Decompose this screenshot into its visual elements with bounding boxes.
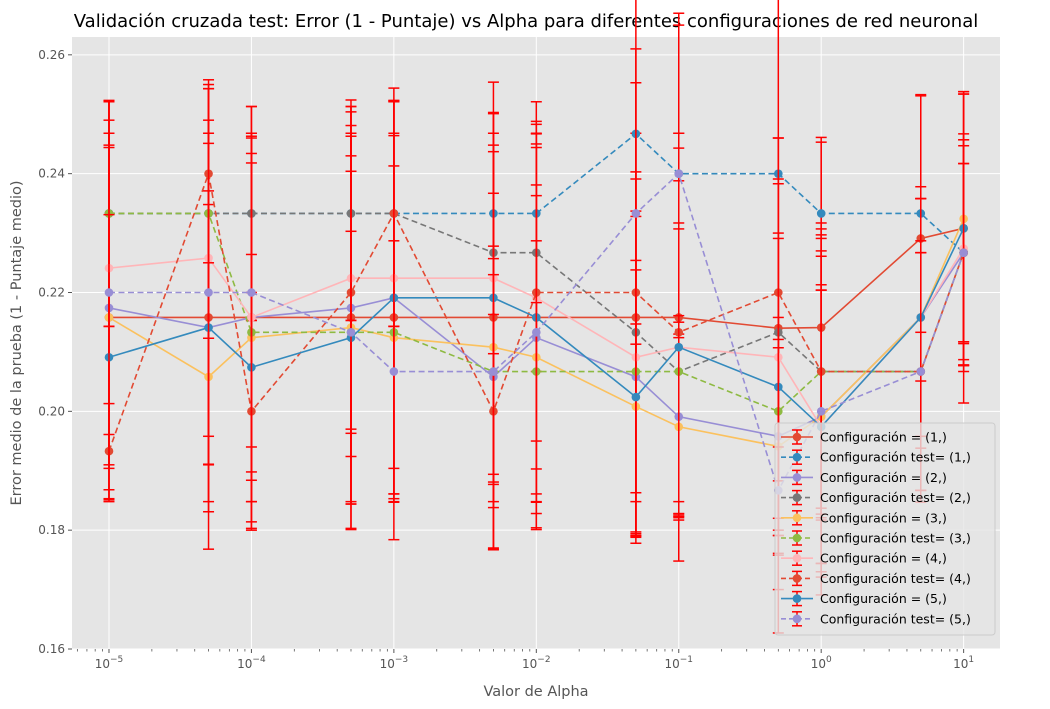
legend-marker <box>792 553 802 563</box>
data-point <box>389 367 399 376</box>
legend: Configuración = (1,) Configuración test= … <box>774 422 996 636</box>
data-point <box>816 209 826 218</box>
legend-entry: Configuración = (5,) <box>781 590 947 607</box>
legend-entry: Configuración = (1,) <box>781 429 947 445</box>
legend-label: Configuración = (1,) <box>820 430 947 445</box>
legend-box <box>774 422 996 636</box>
legend-label: Configuración test= (1,) <box>820 450 971 465</box>
legend-marker <box>792 533 802 543</box>
legend-marker <box>792 574 802 583</box>
y-tick-label: 0.24 <box>38 167 65 181</box>
legend-entry: Configuración test= (5,) <box>781 611 971 627</box>
legend-entry: Configuración test= (4,) <box>781 570 971 587</box>
data-point <box>816 407 826 416</box>
series-10 <box>103 24 970 634</box>
x-axis-ticks: 10−5 10−4 10−3 10−2 10−1 100 101 <box>95 649 974 671</box>
y-tick-label: 0.22 <box>38 285 65 299</box>
legend-marker <box>792 493 802 502</box>
y-tick-label: 0.20 <box>38 404 65 418</box>
legend-label: Configuración = (5,) <box>820 591 947 606</box>
data-point <box>674 342 684 352</box>
data-point <box>489 367 498 376</box>
legend-label: Configuración = (4,) <box>820 551 947 566</box>
legend-marker <box>792 452 802 462</box>
data-point <box>532 328 541 337</box>
legend-label: Configuración test= (4,) <box>820 571 971 586</box>
data-point <box>247 288 256 297</box>
data-point <box>674 169 684 178</box>
legend-label: Configuración test= (5,) <box>820 611 971 626</box>
x-tick-label: 10−1 <box>664 655 693 671</box>
y-tick-label: 0.16 <box>38 642 65 656</box>
data-point <box>916 367 926 376</box>
y-tick-label: 0.26 <box>38 48 65 62</box>
chart-title: Validación cruzada test: Error (1 - Punt… <box>74 11 978 32</box>
x-axis-label: Valor de Alpha <box>483 684 588 700</box>
data-point <box>104 288 114 297</box>
legend-marker <box>792 513 802 523</box>
x-tick-label: 10−5 <box>95 655 124 671</box>
data-point <box>204 288 213 297</box>
x-tick-label: 10−2 <box>522 655 551 671</box>
y-axis-ticks: 0.16 0.18 0.20 0.22 0.24 0.26 <box>38 48 72 656</box>
x-tick-label: 101 <box>953 655 974 671</box>
legend-marker <box>792 473 802 482</box>
y-tick-label: 0.18 <box>38 523 65 537</box>
x-tick-label: 10−3 <box>380 655 409 671</box>
data-point <box>959 248 968 257</box>
legend-marker <box>792 614 802 624</box>
legend-label: Configuración = (2,) <box>820 470 947 485</box>
data-point <box>631 209 641 218</box>
legend-entry: Configuración test= (2,) <box>781 489 971 506</box>
minor-ticks <box>76 649 958 652</box>
x-tick-label: 10−4 <box>237 655 266 671</box>
legend-label: Configuración = (3,) <box>820 510 947 525</box>
legend-marker <box>792 594 802 603</box>
legend-marker <box>792 432 802 442</box>
legend-label: Configuración test= (2,) <box>820 490 971 505</box>
legend-entry: Configuración = (3,) <box>781 510 947 526</box>
legend-entry: Configuración = (4,) <box>781 550 947 566</box>
legend-entry: Configuración = (2,) <box>781 469 947 486</box>
x-tick-label: 100 <box>811 655 832 671</box>
y-axis-label: Error medio de la prueba (1 - Puntaje me… <box>9 180 25 505</box>
data-point <box>631 392 641 402</box>
legend-label: Configuración test= (3,) <box>820 531 971 546</box>
data-point <box>346 328 356 337</box>
legend-entry: Configuración test= (1,) <box>781 449 971 465</box>
legend-entry: Configuración test= (3,) <box>781 530 971 546</box>
